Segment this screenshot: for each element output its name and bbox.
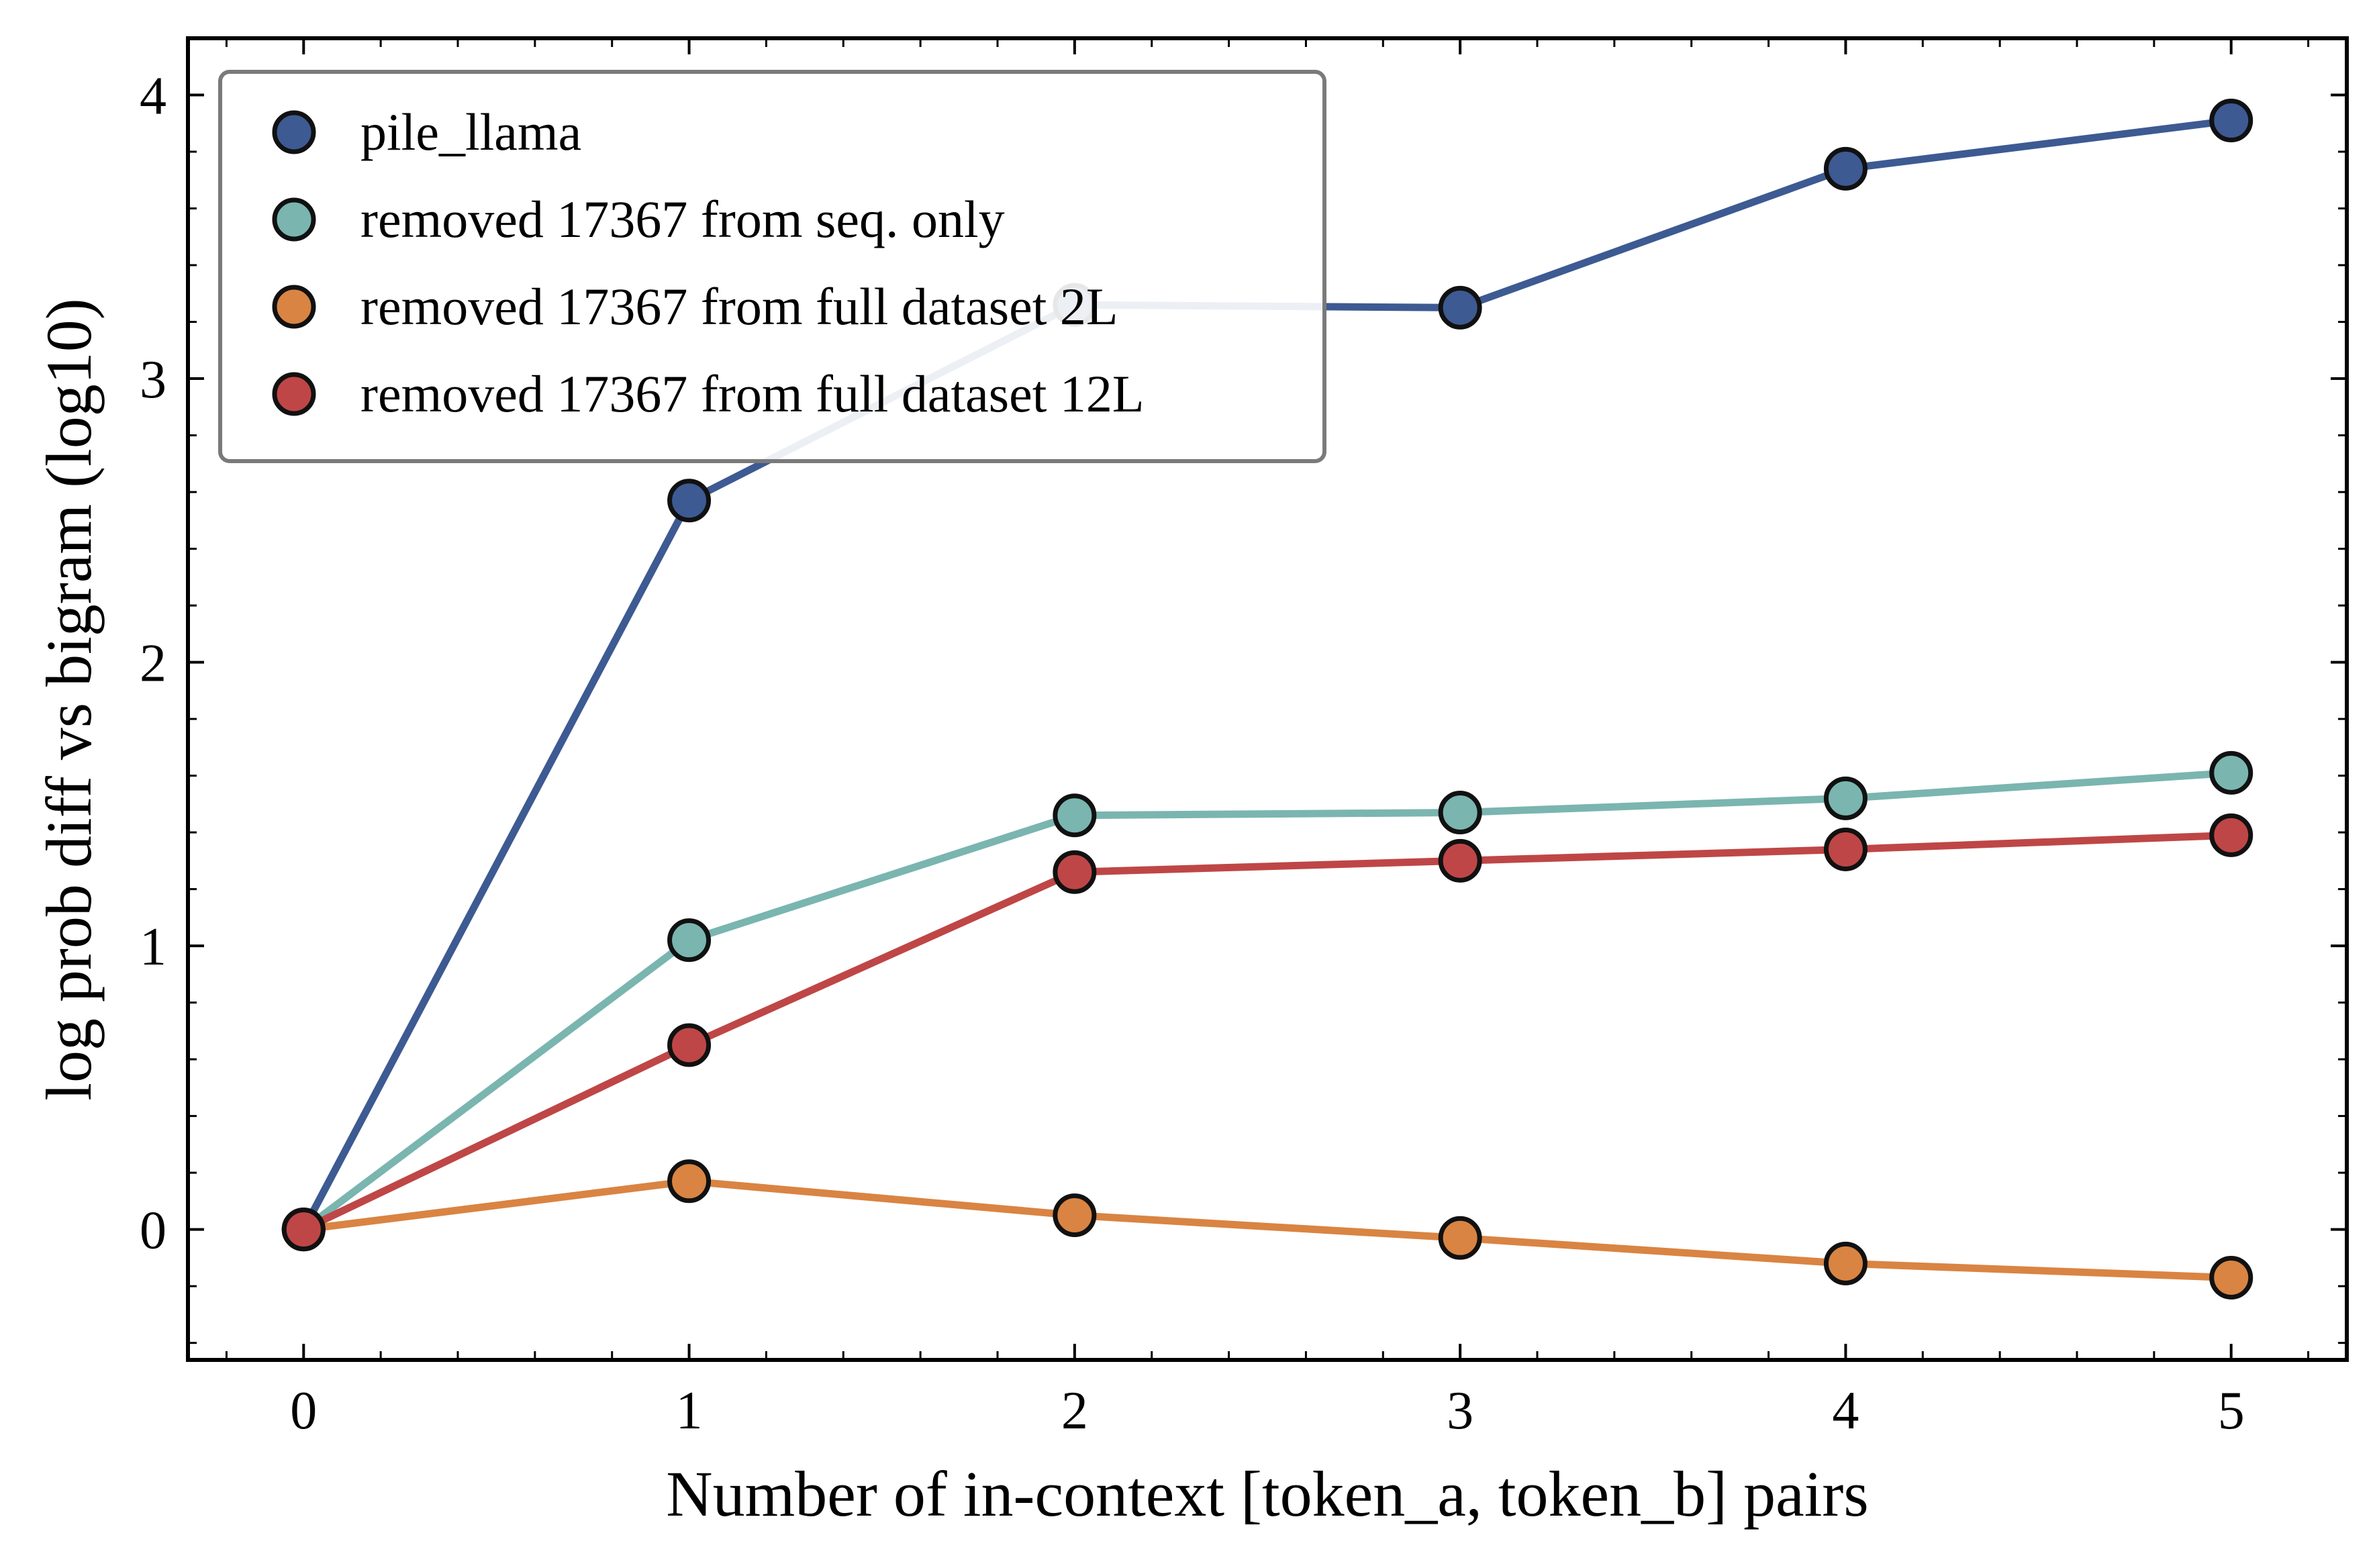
series-line-2 <box>299 1177 2235 1281</box>
y-tick-label: 0 <box>140 1202 166 1261</box>
x-tick-label: 4 <box>1832 1381 1859 1440</box>
data-point-series-2 <box>1053 1193 1097 1238</box>
legend-marker <box>272 110 316 154</box>
x-tick-label: 2 <box>1061 1381 1088 1440</box>
legend-label: removed 17367 from seq. only <box>360 190 1005 248</box>
y-tick-label: 1 <box>140 918 166 977</box>
legend-label: pile_llama <box>360 103 581 161</box>
y-tick-label: 3 <box>140 350 166 409</box>
series-line-1 <box>299 769 2235 1234</box>
series-line-3 <box>299 831 2235 1234</box>
legend-box <box>218 70 1326 463</box>
legend-marker <box>272 372 316 416</box>
data-point-series-3 <box>1823 827 1868 871</box>
data-point-series-1 <box>1823 776 1868 820</box>
legend-marker <box>272 197 316 242</box>
data-point-series-0 <box>2209 99 2253 143</box>
legend-label: removed 17367 from full dataset 12L <box>360 364 1145 423</box>
data-point-series-1 <box>1053 793 1097 838</box>
y-tick-labels: 0 1 2 3 4 <box>140 67 166 1261</box>
y-tick-label: 4 <box>140 67 166 126</box>
legend-marker <box>272 285 316 329</box>
data-point-series-2 <box>667 1159 712 1204</box>
plot-frame <box>186 36 2349 1362</box>
data-point-series-0 <box>1438 285 1482 330</box>
y-axis-label: log prob diff vs bigram (log10) <box>33 298 105 1100</box>
data-point-series-1 <box>667 918 712 963</box>
data-point-series-2 <box>1823 1241 1868 1285</box>
data-point-series-1 <box>2209 750 2253 795</box>
x-tick-label: 1 <box>676 1381 703 1440</box>
data-point-series-3 <box>2209 813 2253 857</box>
data-point-series-0 <box>1823 146 1868 191</box>
data-point-series-2 <box>1438 1216 1482 1260</box>
x-tick-label: 5 <box>2218 1381 2245 1440</box>
x-axis-label: Number of in-context [token_a, token_b] … <box>666 1458 1868 1530</box>
data-point-series-3 <box>281 1208 326 1252</box>
legend-label: removed 17367 from full dataset 2L <box>360 277 1118 336</box>
data-point-series-3 <box>1053 850 1097 894</box>
x-tick-label: 0 <box>290 1381 317 1440</box>
data-point-series-3 <box>1438 838 1482 883</box>
data-point-series-0 <box>667 479 712 523</box>
data-point-series-1 <box>1438 791 1482 835</box>
y-tick-label: 2 <box>140 634 166 693</box>
x-tick-label: 3 <box>1447 1381 1473 1440</box>
x-tick-labels: 0 1 2 3 4 5 <box>290 1381 2244 1440</box>
data-point-series-2 <box>2209 1255 2253 1300</box>
data-point-series-3 <box>667 1023 712 1067</box>
